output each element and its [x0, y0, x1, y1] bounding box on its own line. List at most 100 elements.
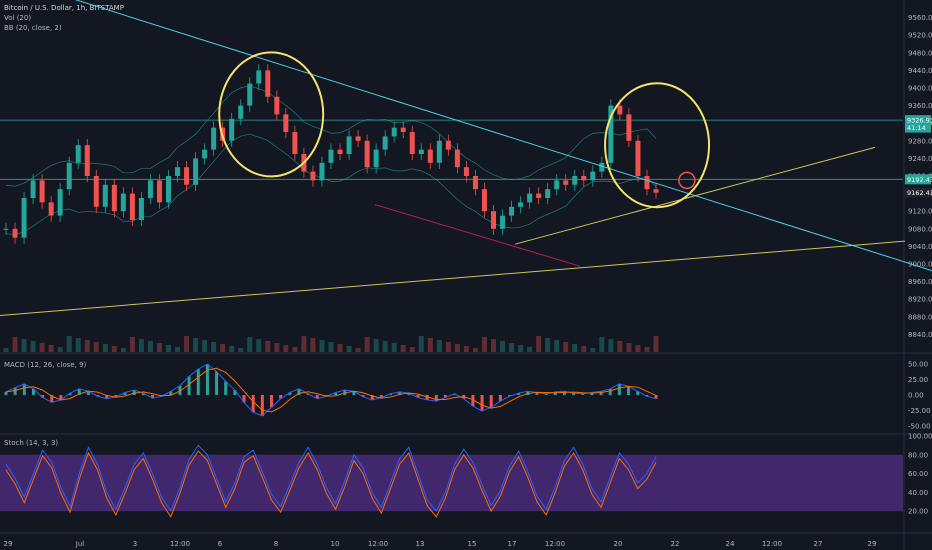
time-axis-label: 6 — [218, 540, 223, 548]
candle-body — [518, 202, 524, 207]
volume-bar — [319, 340, 325, 352]
volume-bar — [283, 345, 289, 352]
volume-bar — [418, 336, 424, 352]
candle-body — [247, 83, 253, 106]
volume-bar — [427, 338, 433, 352]
macd-histogram-bar — [178, 385, 182, 395]
candle-body — [30, 180, 36, 198]
volume-bar — [156, 343, 162, 352]
candle-body — [391, 127, 397, 137]
time-axis-label: 27 — [814, 540, 823, 548]
volume-bar — [111, 346, 117, 352]
volume-bar — [554, 340, 560, 352]
macd-histogram-bar — [123, 392, 127, 395]
volume-bar — [518, 345, 524, 352]
volume-bar — [147, 341, 153, 352]
candle-body — [364, 140, 370, 168]
volume-bar — [653, 336, 659, 352]
candle-body — [346, 136, 352, 154]
time-axis-label: 3 — [133, 540, 137, 548]
macd-histogram-bar — [4, 391, 8, 395]
candle-body — [481, 189, 487, 212]
macd-histogram-bar — [352, 391, 356, 395]
macd-tick-label: 25.00 — [908, 376, 928, 384]
price-tag-label: 9192.43 — [907, 176, 932, 184]
candle-body — [590, 171, 596, 181]
time-axis-label: 29 — [868, 540, 877, 548]
candle-body — [3, 228, 9, 230]
volume-bar — [373, 339, 379, 352]
volume-bar — [391, 343, 397, 352]
price-tick-label: 9560.00 — [908, 14, 932, 22]
macd-histogram-bar — [498, 395, 502, 402]
macd-title: MACD (12, 26, close, 9) — [4, 361, 87, 369]
macd-histogram-bar — [599, 391, 603, 395]
stoch-tick-label: 40.00 — [908, 489, 928, 497]
candle-body — [653, 189, 659, 193]
macd-histogram-bar — [13, 387, 17, 395]
volume-bar — [481, 337, 487, 352]
candle-body — [102, 184, 108, 207]
volume-bar — [3, 348, 9, 352]
candle-body — [319, 162, 325, 181]
price-tag — [905, 187, 931, 198]
volume-bar — [301, 336, 307, 352]
price-tag-label: 9326.93 — [907, 117, 932, 125]
candle-body — [382, 136, 388, 150]
candle-body — [256, 70, 262, 84]
candle-body — [328, 149, 334, 163]
highlight-ellipse — [218, 51, 325, 178]
volume-bar — [238, 348, 244, 352]
macd-histogram-bar — [535, 392, 539, 395]
macd-histogram-bar — [324, 395, 328, 397]
candle-body — [75, 145, 81, 163]
volume-bar — [500, 341, 506, 352]
macd-histogram-bar — [279, 395, 283, 399]
macd-signal-line — [5, 367, 657, 413]
stoch-d-line — [5, 450, 657, 518]
macd-histogram-bar — [187, 376, 191, 395]
volume-bar — [256, 339, 262, 352]
candle-body — [536, 193, 542, 198]
candle-body — [500, 215, 506, 229]
time-axis-label: 8 — [274, 540, 278, 548]
volume-bar — [84, 340, 90, 352]
candle-body — [238, 105, 244, 119]
price-tick-label: 9360.00 — [908, 102, 932, 110]
price-tick-label: 9240.00 — [908, 155, 932, 163]
macd-histogram-bar — [260, 395, 264, 416]
price-tick-label: 9080.00 — [908, 225, 932, 233]
time-axis-label: 22 — [671, 540, 680, 548]
macd-histogram-bar — [251, 395, 255, 413]
symbol-title: Bitcoin / U.S. Dollar, 1h, BITSTAMP — [4, 4, 124, 12]
time-axis-label: 17 — [508, 540, 517, 548]
candle-body — [454, 149, 460, 168]
macd-histogram-bar — [654, 395, 658, 399]
price-tag — [905, 122, 931, 133]
candle-body — [418, 149, 424, 154]
volume-bar — [355, 348, 361, 352]
candle-body — [202, 149, 208, 159]
volume-bar — [120, 348, 126, 352]
price-tick-label: 9000.00 — [908, 261, 932, 269]
macd-histogram-bar — [425, 395, 429, 400]
macd-histogram-bar — [96, 395, 100, 397]
price-tick-label: 8840.00 — [908, 331, 932, 339]
macd-histogram-bar — [141, 393, 145, 395]
price-tick-label: 9520.00 — [908, 32, 932, 40]
price-tag — [905, 174, 931, 185]
candle-body — [545, 189, 551, 198]
volume-bar — [436, 340, 442, 352]
stoch-tick-label: 60.00 — [908, 470, 928, 478]
volume-bar — [509, 343, 515, 352]
volume-bar — [563, 342, 569, 352]
candle-body — [184, 167, 190, 185]
time-axis-label: 12:00 — [545, 540, 565, 548]
macd-histogram-bar — [224, 381, 228, 395]
volume-bar — [409, 347, 415, 352]
time-axis-label: 13 — [416, 540, 425, 548]
volume-bar — [382, 341, 388, 352]
price-tick-label: 9040.00 — [908, 243, 932, 251]
